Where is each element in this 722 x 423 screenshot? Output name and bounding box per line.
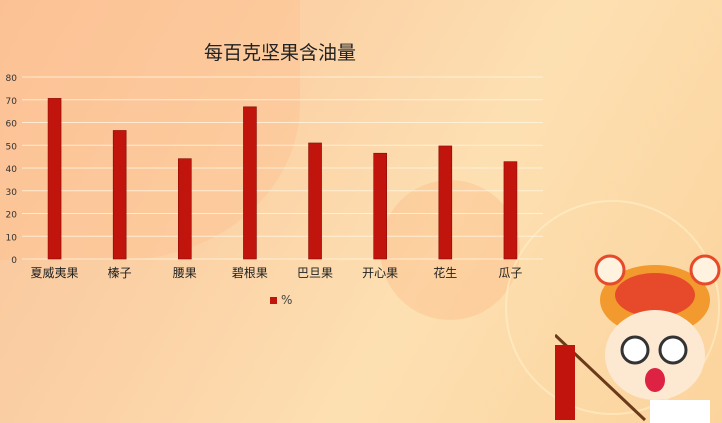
x-tick-label: 碧根果 [232,266,268,280]
bar [503,161,518,260]
background-circle [505,200,720,415]
y-tick-label: 40 [6,165,18,175]
x-tick-label: 花生 [433,265,457,280]
legend-label: % [281,293,293,307]
y-tick-label: 80 [6,74,18,84]
bar [178,158,192,260]
y-tick-label: 20 [6,211,18,221]
y-tick-label: 50 [6,142,18,152]
y-tick-label: 0 [11,256,17,266]
chart-title: 每百克坚果含油量 [203,42,356,64]
x-tick-label: 瓜子 [498,266,522,280]
bar [47,98,62,260]
bar [112,130,127,260]
bar [243,106,257,260]
x-tick-label: 巴旦果 [297,266,333,280]
legend: % [270,293,292,307]
tiger-hat-cartoon-illustration [555,254,721,423]
x-tick-label: 夏威夷果 [31,265,79,280]
x-tick-label: 腰果 [173,266,197,280]
y-tick-label: 30 [6,188,18,198]
bar [373,152,387,260]
y-tick-label: 10 [6,233,18,243]
bar [308,142,322,260]
x-tick-label: 开心果 [362,266,398,280]
legend-swatch [270,296,277,304]
y-tick-label: 70 [6,97,18,107]
bar [438,145,453,260]
x-tick-label: 榛子 [108,266,132,280]
y-tick-label: 60 [6,120,18,130]
